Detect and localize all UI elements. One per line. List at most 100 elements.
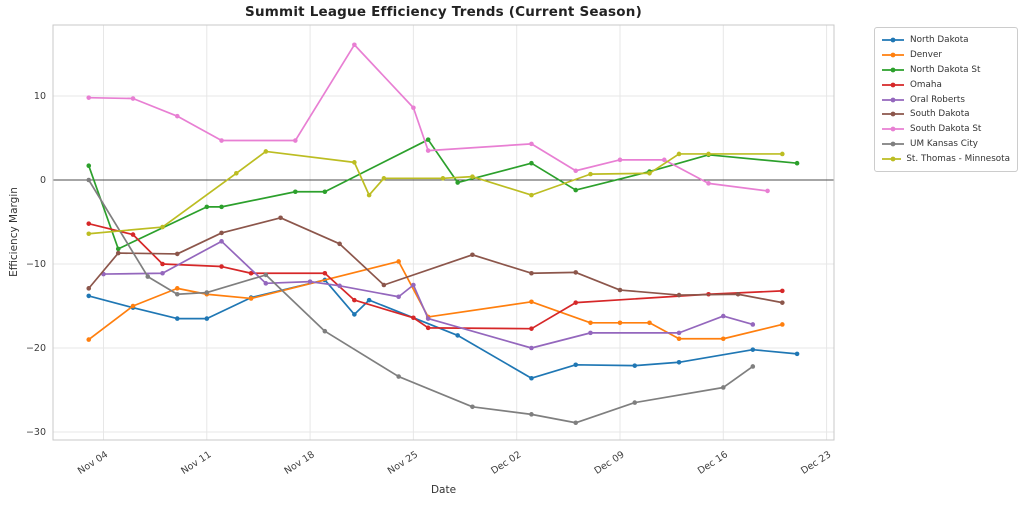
series-marker-denver <box>529 299 534 305</box>
series-marker-um-kansas-city <box>396 374 401 379</box>
series-marker-south-dakota-st <box>352 42 357 48</box>
series-marker-oral-roberts <box>720 313 726 319</box>
series-marker-north-dakota-st <box>86 163 92 169</box>
legend-label: Denver <box>910 50 942 61</box>
legend: North Dakota Denver North Dakota St Omaha Or… <box>874 27 1018 173</box>
series-marker-south-dakota-st <box>706 181 711 186</box>
series-marker-north-dakota <box>529 375 534 381</box>
series-marker-north-dakota <box>794 351 800 357</box>
series-marker-denver <box>588 320 593 326</box>
x-tick-label: Nov 11 <box>179 449 213 477</box>
series-marker-north-dakota <box>573 362 579 368</box>
series-marker-um-kansas-city <box>470 404 475 410</box>
series-marker-um-kansas-city <box>529 412 534 417</box>
series-marker-south-dakota <box>529 270 534 276</box>
series-marker-oral-roberts <box>425 316 431 321</box>
series-marker-st-thomas-minnesota <box>647 170 652 176</box>
series-marker-south-dakota-st <box>86 95 92 100</box>
series-marker-st-thomas-minnesota <box>366 192 372 198</box>
chart-title: Summit League Efficiency Trends (Current… <box>245 4 642 20</box>
y-axis-label: Efficiency Margin <box>8 187 20 277</box>
legend-label: South Dakota <box>910 109 970 120</box>
series-marker-oral-roberts <box>160 270 165 276</box>
series-marker-north-dakota <box>86 293 92 299</box>
series-marker-st-thomas-minnesota <box>706 151 711 157</box>
legend-label: UM Kansas City <box>910 138 978 149</box>
series-marker-um-kansas-city <box>573 420 579 426</box>
series-marker-omaha <box>219 264 224 269</box>
series-marker-south-dakota-st <box>661 157 667 163</box>
series-marker-um-kansas-city <box>204 290 210 295</box>
series-line-oral-roberts <box>102 240 754 349</box>
series-marker-omaha <box>160 261 165 267</box>
x-tick-label: Dec 16 <box>696 449 730 476</box>
series-marker-north-dakota-st <box>219 204 224 210</box>
series-marker-omaha <box>780 288 785 294</box>
legend-line-swatch <box>882 37 904 43</box>
series-marker-south-dakota <box>219 230 224 236</box>
series-marker-denver <box>130 303 136 309</box>
series-marker-south-dakota-st <box>529 141 534 147</box>
series-marker-st-thomas-minnesota <box>440 176 446 181</box>
legend-item-st-thomas-minnesota: St. Thomas - Minnesota <box>881 151 1010 166</box>
y-tick-label: 0 <box>40 175 46 186</box>
series-marker-north-dakota <box>455 333 460 338</box>
legend-label: North Dakota St <box>910 64 981 75</box>
series-marker-denver <box>617 320 623 326</box>
x-tick-label: Nov 25 <box>386 449 420 477</box>
y-tick-label: 10 <box>34 91 46 102</box>
series-marker-st-thomas-minnesota <box>381 176 387 181</box>
series-marker-denver <box>647 320 652 326</box>
legend-line-swatch <box>882 111 904 117</box>
legend-item-south-dakota: South Dakota <box>881 107 1010 122</box>
y-tick-label: −30 <box>26 427 46 438</box>
series-marker-south-dakota-st <box>293 138 298 143</box>
series-marker-north-dakota-st <box>322 189 328 195</box>
series-marker-um-kansas-city <box>145 274 151 279</box>
series-marker-omaha <box>248 270 254 276</box>
y-tick-label: −10 <box>26 259 46 270</box>
series-marker-denver <box>248 296 254 301</box>
series-marker-um-kansas-city <box>632 400 638 405</box>
series-marker-north-dakota-st <box>293 189 298 195</box>
series-marker-um-kansas-city <box>750 364 756 369</box>
x-tick-label: Nov 18 <box>283 449 317 477</box>
series-marker-south-dakota <box>337 241 342 247</box>
plot-border <box>52 24 835 441</box>
series-marker-south-dakota <box>381 282 387 288</box>
series-line-denver <box>87 260 784 341</box>
series-marker-st-thomas-minnesota <box>160 224 165 230</box>
series-marker-south-dakota <box>115 250 121 256</box>
legend-label: South Dakota St <box>910 124 982 135</box>
series-marker-south-dakota-st <box>219 138 224 143</box>
series-marker-st-thomas-minnesota <box>470 174 475 179</box>
legend-label: Oral Roberts <box>910 94 965 105</box>
legend-label: St. Thomas - Minnesota <box>906 153 1010 164</box>
series-marker-oral-roberts <box>750 322 756 327</box>
y-tick-label: −20 <box>26 343 46 354</box>
series-marker-north-dakota-st <box>529 160 534 166</box>
legend-item-south-dakota-st: South Dakota St <box>881 122 1010 137</box>
series-marker-oral-roberts <box>307 279 313 284</box>
series-marker-south-dakota-st <box>130 96 136 101</box>
series-marker-oral-roberts <box>588 330 593 336</box>
series-marker-oral-roberts <box>263 281 269 286</box>
series-marker-north-dakota-st <box>455 180 460 185</box>
series-marker-north-dakota <box>204 316 210 321</box>
series-marker-oral-roberts <box>529 345 534 351</box>
series-marker-st-thomas-minnesota <box>234 170 239 176</box>
series-marker-st-thomas-minnesota <box>780 151 785 157</box>
legend-label: Omaha <box>910 79 942 90</box>
series-marker-oral-roberts <box>219 239 224 244</box>
series-marker-north-dakota-st <box>573 187 579 193</box>
series-marker-north-dakota-st <box>425 137 431 142</box>
x-tick-label: Nov 04 <box>76 449 110 477</box>
legend-line-swatch <box>882 156 902 162</box>
series-marker-north-dakota-st <box>115 246 121 252</box>
series-marker-oral-roberts <box>676 330 682 336</box>
legend-item-denver: Denver <box>881 48 1010 63</box>
series-marker-south-dakota <box>735 291 741 297</box>
series-marker-omaha <box>352 297 357 303</box>
series-marker-omaha <box>130 232 136 237</box>
